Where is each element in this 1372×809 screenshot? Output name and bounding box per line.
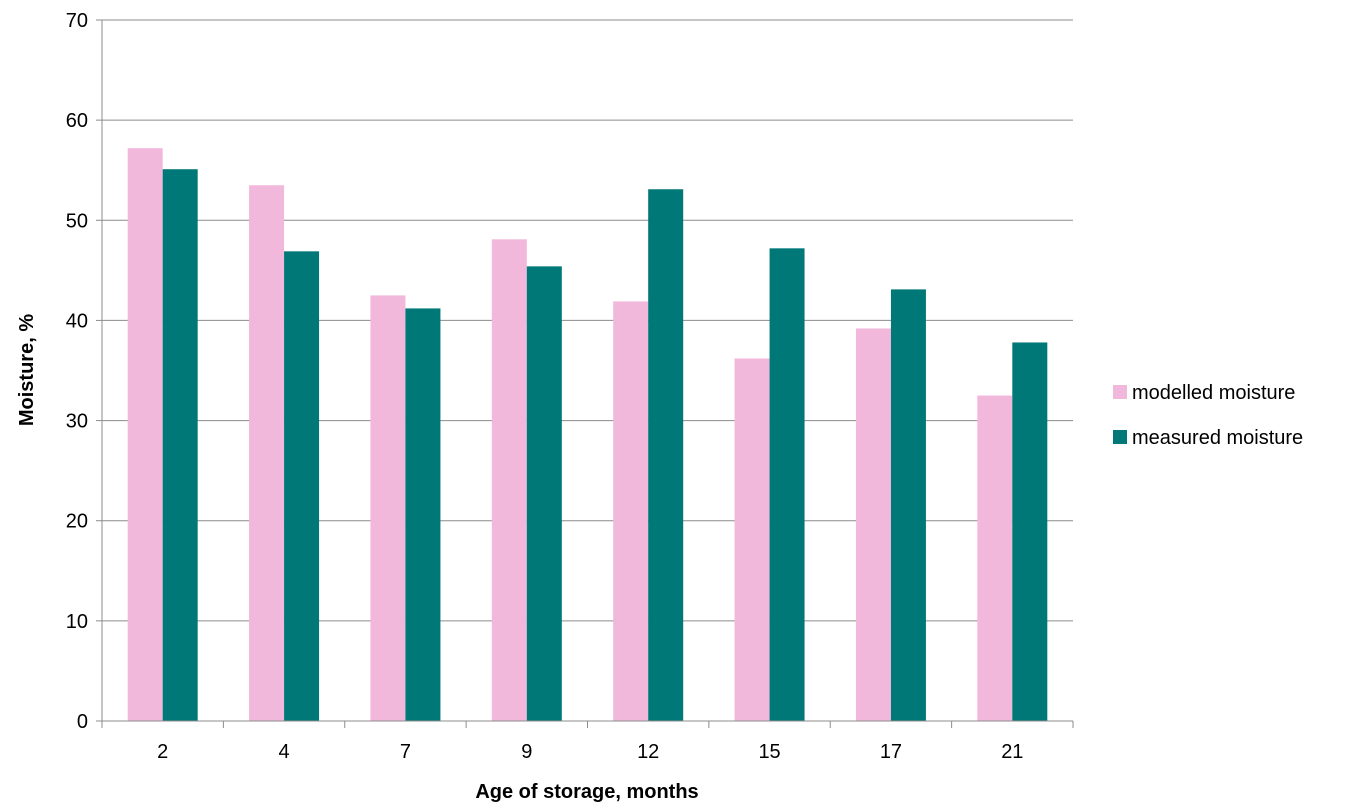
y-tick-label: 40 xyxy=(66,310,88,332)
x-tick-label: 7 xyxy=(400,741,411,763)
bar-modelled-12 xyxy=(613,301,649,721)
x-tick-label: 2 xyxy=(157,741,168,763)
bar-modelled-7 xyxy=(370,295,406,721)
bar-modelled-17 xyxy=(855,328,891,721)
axes xyxy=(96,19,1074,728)
y-tick-label: 20 xyxy=(66,511,88,533)
legend: modelled moisture measured moisture xyxy=(1113,382,1303,449)
bars xyxy=(127,148,1048,721)
bar-measured-2 xyxy=(162,169,198,721)
y-axis-title: Moisture, % xyxy=(16,314,38,426)
y-tick-label: 30 xyxy=(66,411,88,433)
bar-modelled-9 xyxy=(491,239,527,721)
x-tick-label: 15 xyxy=(758,741,780,763)
bar-measured-21 xyxy=(1012,342,1048,721)
bar-modelled-2 xyxy=(127,148,163,721)
legend-swatch xyxy=(1113,385,1127,399)
x-tick-label: 12 xyxy=(637,741,659,763)
y-tick-labels: 0 10 20 30 40 50 60 70 xyxy=(66,10,88,733)
x-axis-title: Age of storage, months xyxy=(475,781,698,803)
bar-modelled-15 xyxy=(734,358,770,721)
bar-measured-17 xyxy=(890,289,926,721)
x-tick-label: 21 xyxy=(1001,741,1023,763)
bar-modelled-4 xyxy=(249,185,285,721)
y-tick-label: 10 xyxy=(66,611,88,633)
x-tick-label: 9 xyxy=(521,741,532,763)
x-tick-label: 17 xyxy=(880,741,902,763)
x-tick-label: 4 xyxy=(279,741,290,763)
x-tick-labels: 2 4 7 9 12 15 17 21 xyxy=(157,741,1023,763)
bar-modelled-21 xyxy=(977,395,1013,721)
bar-measured-15 xyxy=(769,248,805,721)
bar-measured-9 xyxy=(526,266,562,721)
legend-swatch xyxy=(1113,430,1127,444)
y-tick-label: 50 xyxy=(66,210,88,232)
bar-measured-4 xyxy=(284,251,320,721)
y-tick-label: 0 xyxy=(77,711,88,733)
bar-measured-7 xyxy=(405,308,441,721)
y-tick-label: 60 xyxy=(66,110,88,132)
bar-measured-12 xyxy=(648,189,684,721)
y-tick-label: 70 xyxy=(66,10,88,32)
legend-label: measured moisture xyxy=(1132,427,1303,449)
legend-label: modelled moisture xyxy=(1132,382,1295,404)
grid-lines xyxy=(102,19,1073,622)
